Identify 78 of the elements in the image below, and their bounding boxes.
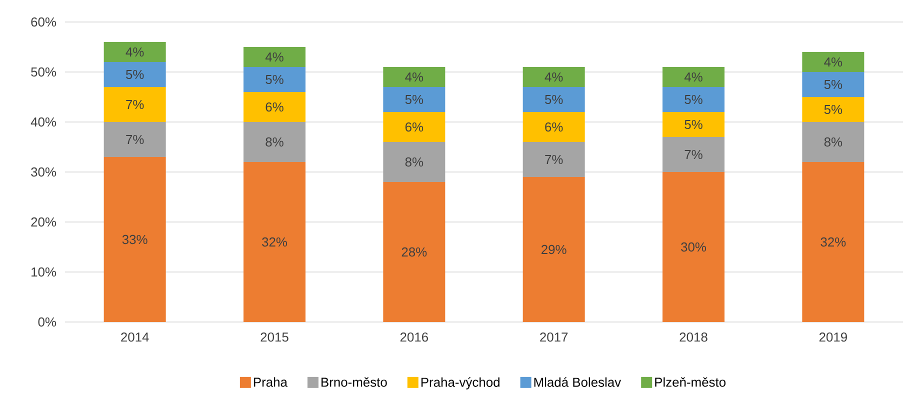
y-tick-label: 30% xyxy=(31,167,56,177)
bar xyxy=(522,142,585,177)
x-tick-label: 2014 xyxy=(121,332,149,342)
bar xyxy=(383,112,446,142)
y-tick-label: 0% xyxy=(38,317,56,327)
data-label: 7% xyxy=(684,150,702,160)
data-label: 28% xyxy=(402,247,427,257)
data-label: 30% xyxy=(681,242,706,252)
bar xyxy=(383,67,446,88)
data-label: 4% xyxy=(684,72,702,82)
y-tick-label: 50% xyxy=(31,67,56,77)
bar xyxy=(104,157,166,322)
data-label: 5% xyxy=(266,74,284,84)
data-label: 29% xyxy=(542,244,566,254)
data-label: 4% xyxy=(824,57,842,67)
data-label: 5% xyxy=(544,94,563,104)
x-tick-label: 2016 xyxy=(400,332,428,342)
bar xyxy=(383,87,446,112)
x-tick-label: 2015 xyxy=(260,332,288,342)
data-label: 6% xyxy=(266,102,284,112)
data-label: 33% xyxy=(122,234,148,244)
data-label: 6% xyxy=(405,122,424,132)
data-label: 4% xyxy=(126,47,144,57)
legend-label: Mladá Boleslav xyxy=(534,377,622,387)
x-tick-label: 2018 xyxy=(680,332,708,342)
data-label: 5% xyxy=(126,70,144,80)
legend-label: Praha-východ xyxy=(421,377,500,390)
bar xyxy=(244,92,306,122)
data-label: 5% xyxy=(824,104,842,114)
bar xyxy=(104,122,166,157)
bar xyxy=(244,47,306,68)
data-label: 7% xyxy=(126,100,144,110)
data-label: 4% xyxy=(265,52,284,62)
bar xyxy=(104,87,166,122)
data-label: 5% xyxy=(405,94,424,104)
legend-label: Plzeň-město xyxy=(655,377,726,387)
bar xyxy=(662,172,725,322)
data-label: 8% xyxy=(824,137,842,147)
bar xyxy=(662,137,725,172)
bar xyxy=(802,162,864,322)
data-label: 8% xyxy=(405,157,424,167)
bar xyxy=(104,62,166,88)
bar xyxy=(662,112,725,137)
data-label: 32% xyxy=(262,237,288,247)
bar xyxy=(662,67,725,88)
data-label: 4% xyxy=(405,72,424,82)
bar xyxy=(244,67,306,92)
data-label: 5% xyxy=(684,120,702,130)
data-label: 7% xyxy=(545,154,563,164)
data-label: 5% xyxy=(684,94,702,104)
x-tick-label: 2019 xyxy=(819,332,847,342)
data-label: 4% xyxy=(544,72,563,82)
data-label: 8% xyxy=(266,137,284,147)
legend-label: Brno-město xyxy=(322,377,387,387)
bar xyxy=(522,67,585,88)
data-label: 6% xyxy=(545,122,563,132)
bar xyxy=(104,42,166,62)
bar xyxy=(522,177,585,322)
bar xyxy=(802,122,864,162)
bar xyxy=(802,72,864,98)
legend-label: Praha xyxy=(254,377,288,387)
bar xyxy=(244,162,306,322)
x-tick-label: 2017 xyxy=(540,332,568,342)
bar xyxy=(802,52,864,72)
bar xyxy=(244,122,306,162)
y-tick-label: 10% xyxy=(32,267,56,277)
bar xyxy=(522,112,585,142)
y-tick-label: 40% xyxy=(30,117,56,127)
bar xyxy=(383,142,446,182)
bar xyxy=(522,87,585,112)
bar xyxy=(383,182,446,322)
bar xyxy=(662,87,725,112)
data-label: 32% xyxy=(820,237,846,247)
data-label: 5% xyxy=(824,80,842,90)
bar xyxy=(802,97,864,122)
data-label: 7% xyxy=(126,134,144,144)
y-tick-label: 20% xyxy=(31,217,56,227)
y-tick-label: 60% xyxy=(31,17,56,27)
